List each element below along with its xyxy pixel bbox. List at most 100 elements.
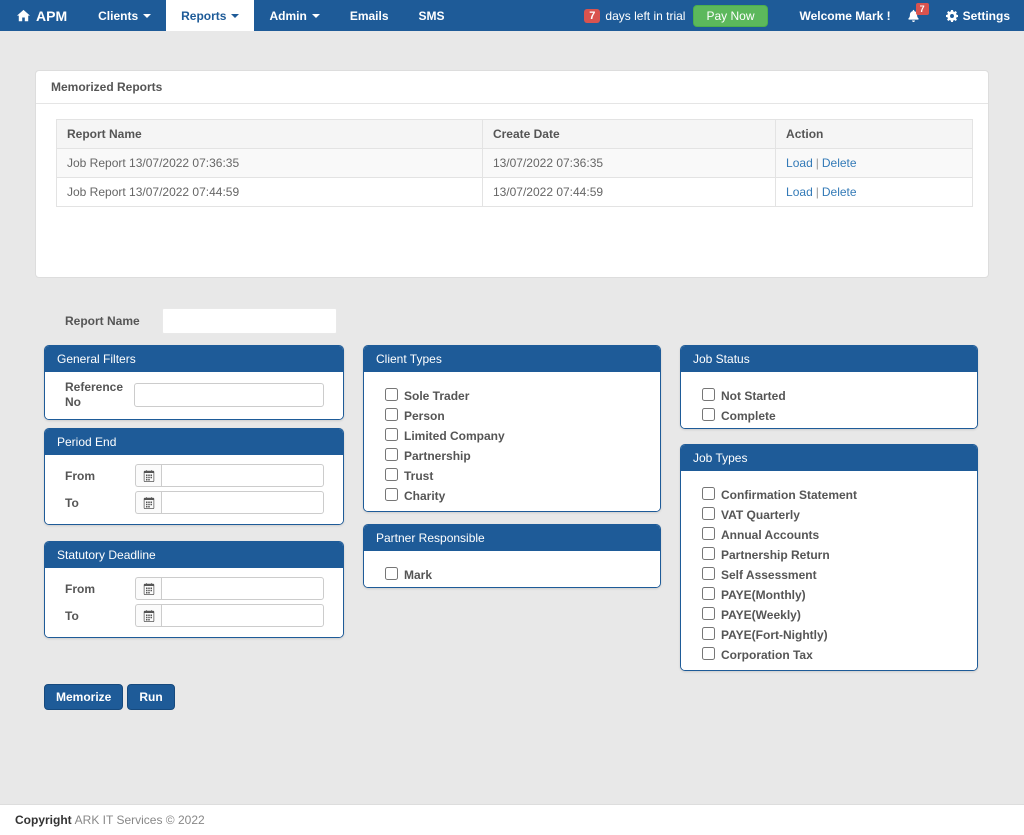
client-types-title: Client Types xyxy=(364,346,660,372)
pay-now-button[interactable]: Pay Now xyxy=(693,4,768,27)
checkbox-label: Person xyxy=(404,409,445,423)
partnership-checkbox[interactable] xyxy=(385,447,398,461)
checkbox-charity[interactable]: Charity xyxy=(385,486,648,506)
statutory-from-row: From xyxy=(65,577,325,600)
calendar-icon[interactable] xyxy=(135,491,161,514)
brand-label: APM xyxy=(36,7,68,24)
delete-link[interactable]: Delete xyxy=(821,156,857,170)
column-header-create-date: Create Date xyxy=(481,119,777,149)
partnership-return-checkbox[interactable] xyxy=(702,546,715,560)
not-started-checkbox[interactable] xyxy=(702,387,715,401)
nav-item-admin[interactable]: Admin xyxy=(254,0,334,31)
job-status-panel: Job Status Not Started Complete xyxy=(680,345,978,429)
statutory-deadline-title: Statutory Deadline xyxy=(45,542,343,568)
paye-monthly-checkbox[interactable] xyxy=(702,586,715,600)
vat-quarterly-checkbox[interactable] xyxy=(702,506,715,520)
checkbox-paye-fortnightly[interactable]: PAYE(Fort-Nightly) xyxy=(702,625,965,645)
checkbox-trust[interactable]: Trust xyxy=(385,466,648,486)
checkbox-person[interactable]: Person xyxy=(385,406,648,426)
period-end-body: From To xyxy=(45,455,343,524)
load-link[interactable]: Load xyxy=(786,156,813,170)
calendar-icon[interactable] xyxy=(135,464,161,487)
checkbox-not-started[interactable]: Not Started xyxy=(702,386,965,406)
period-end-panel: Period End From To xyxy=(44,428,344,525)
filter-columns: General Filters Reference No Period End … xyxy=(35,345,989,671)
to-label: To xyxy=(65,495,79,510)
self-assessment-checkbox[interactable] xyxy=(702,566,715,580)
delete-link[interactable]: Delete xyxy=(821,185,857,199)
complete-checkbox[interactable] xyxy=(702,407,715,421)
statutory-from-input[interactable] xyxy=(161,577,324,600)
filter-column-right: Job Status Not Started Complete Job Type… xyxy=(680,345,978,671)
statutory-to-input[interactable] xyxy=(161,604,324,627)
trust-checkbox[interactable] xyxy=(385,467,398,481)
navbar-right: 7 days left in trial Pay Now Welcome Mar… xyxy=(584,0,1024,31)
checkbox-label: Confirmation Statement xyxy=(721,488,858,502)
settings-button[interactable]: Settings xyxy=(945,9,1010,23)
nav-label: Emails xyxy=(349,8,389,23)
checkbox-label: VAT Quarterly xyxy=(721,508,800,522)
filter-column-left: General Filters Reference No Period End … xyxy=(44,345,344,638)
checkbox-mark[interactable]: Mark xyxy=(385,565,648,585)
mark-checkbox[interactable] xyxy=(385,566,398,580)
checkbox-label: Mark xyxy=(404,568,433,582)
nav-item-emails[interactable]: Emails xyxy=(335,0,404,31)
chevron-down-icon xyxy=(231,14,240,18)
checkbox-sole-trader[interactable]: Sole Trader xyxy=(385,386,648,406)
person-checkbox[interactable] xyxy=(385,407,398,421)
checkbox-label: Corporation Tax xyxy=(721,648,813,662)
annual-accounts-checkbox[interactable] xyxy=(702,526,715,540)
brand[interactable]: APM xyxy=(0,0,83,31)
load-link[interactable]: Load xyxy=(786,185,813,199)
client-types-body: Sole Trader Person Limited Company Partn… xyxy=(364,372,660,511)
general-filters-panel: General Filters Reference No xyxy=(44,345,344,420)
charity-checkbox[interactable] xyxy=(385,487,398,501)
checkbox-paye-monthly[interactable]: PAYE(Monthly) xyxy=(702,585,965,605)
checkbox-label: Not Started xyxy=(721,389,786,403)
calendar-icon[interactable] xyxy=(135,577,161,600)
corporation-tax-checkbox[interactable] xyxy=(702,646,715,660)
checkbox-annual-accounts[interactable]: Annual Accounts xyxy=(702,525,965,545)
confirmation-statement-checkbox[interactable] xyxy=(702,486,715,500)
checkbox-confirmation-statement[interactable]: Confirmation Statement xyxy=(702,485,965,505)
checkbox-partnership[interactable]: Partnership xyxy=(385,446,648,466)
nav-label: Reports xyxy=(181,8,227,23)
statutory-to-group xyxy=(135,604,324,627)
notifications-button[interactable]: 7 xyxy=(907,3,929,22)
checkbox-complete[interactable]: Complete xyxy=(702,406,965,426)
checkbox-partnership-return[interactable]: Partnership Return xyxy=(702,545,965,565)
checkbox-vat-quarterly[interactable]: VAT Quarterly xyxy=(702,505,965,525)
table-row: Job Report 13/07/2022 07:44:59 13/07/202… xyxy=(56,177,973,207)
nav-item-clients[interactable]: Clients xyxy=(83,0,166,31)
report-name-label: Report Name xyxy=(65,314,140,328)
partner-responsible-title: Partner Responsible xyxy=(364,525,660,551)
period-end-to-input[interactable] xyxy=(161,491,324,514)
nav-item-sms[interactable]: SMS xyxy=(404,0,460,31)
run-button[interactable]: Run xyxy=(127,684,175,710)
memorize-button[interactable]: Memorize xyxy=(44,684,124,710)
client-types-panel: Client Types Sole Trader Person Limited … xyxy=(363,345,661,512)
paye-weekly-checkbox[interactable] xyxy=(702,606,715,620)
period-end-from-input[interactable] xyxy=(161,464,324,487)
sole-trader-checkbox[interactable] xyxy=(385,387,398,401)
navbar: APM Clients Reports Admin Emails SMS 7 d… xyxy=(0,0,1024,31)
report-name-input[interactable] xyxy=(162,308,337,334)
calendar-icon[interactable] xyxy=(135,604,161,627)
chevron-down-icon xyxy=(311,14,320,18)
checkbox-corporation-tax[interactable]: Corporation Tax xyxy=(702,645,965,665)
filter-column-middle: Client Types Sole Trader Person Limited … xyxy=(363,345,661,588)
nav-item-reports[interactable]: Reports xyxy=(166,0,255,31)
checkbox-self-assessment[interactable]: Self Assessment xyxy=(702,565,965,585)
checkbox-label: PAYE(Fort-Nightly) xyxy=(721,628,828,642)
checkbox-limited-company[interactable]: Limited Company xyxy=(385,426,648,446)
memorized-reports-title: Memorized Reports xyxy=(36,71,988,104)
job-types-title: Job Types xyxy=(681,445,977,471)
checkbox-paye-weekly[interactable]: PAYE(Weekly) xyxy=(702,605,965,625)
period-end-from-group xyxy=(135,464,324,487)
job-types-body: Confirmation Statement VAT Quarterly Ann… xyxy=(681,471,977,670)
checkbox-label: Partnership Return xyxy=(721,548,830,562)
paye-fortnightly-checkbox[interactable] xyxy=(702,626,715,640)
checkbox-label: Charity xyxy=(404,489,446,503)
limited-company-checkbox[interactable] xyxy=(385,427,398,441)
reference-no-input[interactable] xyxy=(134,383,324,407)
